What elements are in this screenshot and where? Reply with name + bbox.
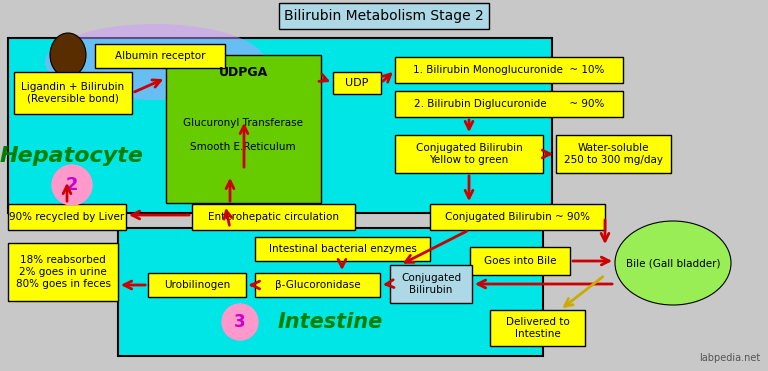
Text: Conjugated
Bilirubin: Conjugated Bilirubin [401, 273, 461, 295]
Bar [118, 228, 543, 356]
Text: Conjugated Bilirubin
Yellow to green: Conjugated Bilirubin Yellow to green [415, 143, 522, 165]
Bar [192, 204, 355, 230]
Text: Intestinal bacterial enzymes: Intestinal bacterial enzymes [269, 244, 416, 254]
Circle shape [52, 165, 92, 205]
Text: 2: 2 [66, 176, 78, 194]
Text: UDP: UDP [346, 78, 369, 88]
Text: labpedia.net: labpedia.net [699, 353, 760, 363]
Bar [490, 310, 585, 346]
Text: 3: 3 [234, 313, 246, 331]
Bar [166, 55, 321, 203]
Text: Delivered to
Intestine: Delivered to Intestine [505, 317, 569, 339]
Text: Goes into Bile: Goes into Bile [484, 256, 556, 266]
Text: Bile (Gall bladder): Bile (Gall bladder) [626, 258, 720, 268]
Bar [390, 265, 472, 303]
Text: Conjugated Bilirubin ~ 90%: Conjugated Bilirubin ~ 90% [445, 212, 590, 222]
Ellipse shape [45, 24, 265, 100]
Bar [148, 273, 246, 297]
Bar [470, 247, 570, 275]
Ellipse shape [50, 33, 86, 77]
Bar [430, 204, 605, 230]
Text: Ligandin + Bilirubin
(Reversible bond): Ligandin + Bilirubin (Reversible bond) [22, 82, 124, 104]
Text: Water-soluble
250 to 300 mg/day: Water-soluble 250 to 300 mg/day [564, 143, 663, 165]
Text: 90% recycled by Liver: 90% recycled by Liver [9, 212, 124, 222]
Bar [556, 135, 671, 173]
Text: 18% reabsorbed
2% goes in urine
80% goes in feces: 18% reabsorbed 2% goes in urine 80% goes… [15, 255, 111, 289]
Ellipse shape [615, 221, 731, 305]
Bar [95, 44, 225, 68]
Bar [255, 237, 430, 261]
Text: Albumin receptor: Albumin receptor [114, 51, 205, 61]
Text: Glucuronyl Transferase

Smooth E.Reticulum: Glucuronyl Transferase Smooth E.Reticulu… [183, 118, 303, 152]
Bar [14, 72, 132, 114]
Text: 2. Bilirubin Diglucuronide       ~ 90%: 2. Bilirubin Diglucuronide ~ 90% [414, 99, 604, 109]
Bar [8, 38, 552, 213]
Bar [395, 57, 623, 83]
Text: Enterohepatic circulation: Enterohepatic circulation [208, 212, 339, 222]
Text: Bilirubin Metabolism Stage 2: Bilirubin Metabolism Stage 2 [284, 9, 484, 23]
Bar [395, 135, 543, 173]
Bar [333, 72, 381, 94]
Circle shape [222, 304, 258, 340]
Text: 1. Bilirubin Monoglucuronide  ~ 10%: 1. Bilirubin Monoglucuronide ~ 10% [413, 65, 604, 75]
Bar [395, 91, 623, 117]
Text: UDPGA: UDPGA [218, 66, 267, 79]
Bar [8, 204, 126, 230]
Text: β-Glucoronidase: β-Glucoronidase [275, 280, 360, 290]
Text: Urobilinogen: Urobilinogen [164, 280, 230, 290]
Text: Hepatocyte: Hepatocyte [0, 146, 144, 166]
Bar [255, 273, 380, 297]
Bar [8, 243, 118, 301]
Text: Intestine: Intestine [277, 312, 382, 332]
